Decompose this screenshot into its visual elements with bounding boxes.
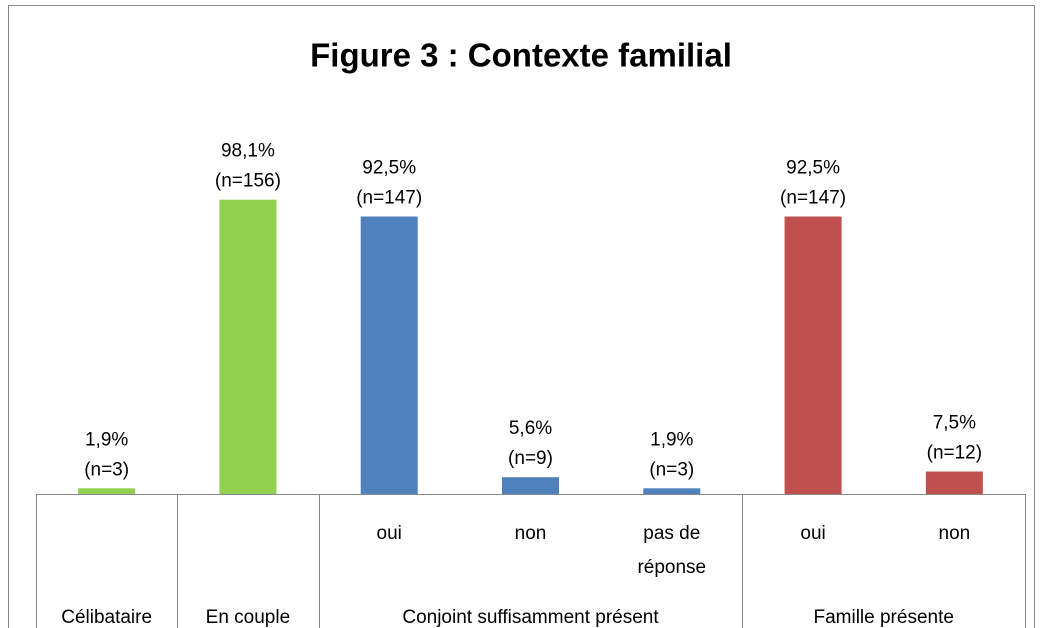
chart-frame bbox=[8, 5, 1035, 628]
value-label: 92,5% bbox=[362, 158, 416, 179]
value-label: 1,9% bbox=[650, 429, 693, 450]
count-label: (n=12) bbox=[927, 443, 982, 464]
value-label: 5,6% bbox=[509, 418, 552, 439]
bar bbox=[502, 477, 559, 494]
count-label: (n=147) bbox=[780, 188, 846, 209]
count-label: (n=156) bbox=[215, 171, 281, 192]
value-label: 1,9% bbox=[85, 429, 128, 450]
x-tick-label: pas de réponse bbox=[637, 523, 706, 578]
bar bbox=[219, 199, 277, 494]
x-tick-label: oui bbox=[377, 523, 402, 544]
count-label: (n=3) bbox=[84, 459, 129, 480]
bar bbox=[360, 216, 418, 494]
chart-title: Figure 3 : Contexte familial bbox=[310, 37, 732, 74]
group-label: Conjoint suffisamment présent bbox=[402, 607, 659, 628]
x-tick-label: non bbox=[939, 523, 971, 544]
x-tick-label: non bbox=[515, 523, 547, 544]
value-label: 98,1% bbox=[221, 141, 275, 162]
x-tick-label: oui bbox=[800, 523, 825, 544]
value-label: 7,5% bbox=[933, 413, 976, 434]
group-label: Famille présente bbox=[813, 607, 953, 628]
bar bbox=[784, 216, 842, 494]
group-label: En couple bbox=[206, 607, 291, 628]
bar bbox=[925, 471, 983, 494]
count-label: (n=9) bbox=[508, 448, 553, 469]
bar bbox=[643, 488, 701, 494]
bar bbox=[78, 488, 136, 494]
group-label: Célibataire bbox=[61, 607, 152, 628]
value-label: 92,5% bbox=[786, 158, 840, 179]
count-label: (n=3) bbox=[649, 459, 694, 480]
count-label: (n=147) bbox=[356, 188, 422, 209]
